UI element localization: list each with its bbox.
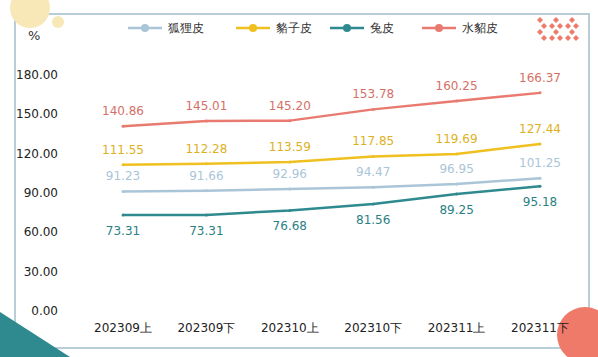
point	[455, 182, 458, 185]
point	[205, 119, 208, 122]
data-label: 113.59	[269, 140, 311, 154]
data-label: 96.95	[439, 162, 473, 176]
legend-marker	[249, 24, 257, 32]
decoration	[549, 35, 555, 41]
decoration	[541, 23, 547, 29]
decoration	[565, 23, 571, 29]
series-line	[123, 178, 540, 191]
data-label: 117.85	[352, 134, 394, 148]
legend-marker	[435, 24, 443, 32]
x-tick-label: 202309上	[94, 321, 152, 335]
data-label: 145.20	[269, 99, 311, 113]
decoration	[569, 17, 575, 23]
decoration	[10, 0, 50, 28]
point	[122, 213, 125, 216]
series-line	[123, 186, 540, 215]
decoration	[553, 29, 559, 35]
y-tick-label: 90.00	[24, 186, 58, 200]
data-label: 160.25	[436, 79, 478, 93]
point	[288, 119, 291, 122]
data-label: 119.69	[436, 132, 478, 146]
y-tick-label: 60.00	[24, 225, 58, 239]
data-label: 127.44	[519, 122, 561, 136]
x-tick-label: 202310下	[344, 321, 402, 335]
point	[372, 186, 375, 189]
data-label: 76.68	[273, 219, 307, 233]
y-tick-label: 30.00	[24, 265, 58, 279]
data-label: 73.31	[106, 224, 140, 238]
x-tick-label: 202309下	[177, 321, 235, 335]
decoration	[557, 23, 563, 29]
x-tick-label: 202311上	[428, 321, 486, 335]
decoration	[549, 23, 555, 29]
point	[372, 203, 375, 206]
data-label: 101.25	[519, 156, 561, 170]
legend-marker	[141, 24, 149, 32]
chart: % 0.00 30.00 60.00 90.00 120.00 150.00 180.00 20…	[0, 0, 598, 357]
y-tick-label: 120.00	[16, 147, 58, 161]
point	[539, 185, 542, 188]
data-label: 91.66	[189, 169, 223, 183]
legend-label: 貉子皮	[276, 21, 312, 35]
data-label: 112.28	[185, 142, 227, 156]
point	[122, 125, 125, 128]
data-label: 166.37	[519, 71, 561, 85]
data-label: 153.78	[352, 87, 394, 101]
point	[455, 153, 458, 156]
legend: 狐狸皮 貉子皮 兔皮 水貂皮	[128, 21, 498, 35]
data-label: 89.25	[439, 203, 473, 217]
decoration	[537, 17, 579, 41]
y-tick-label: 150.00	[16, 107, 58, 121]
legend-label: 兔皮	[370, 21, 394, 35]
series-line	[123, 93, 540, 126]
decoration	[537, 29, 543, 35]
decoration	[573, 35, 579, 41]
point	[539, 142, 542, 145]
x-tick-label: 202310上	[261, 321, 319, 335]
data-label: 91.23	[106, 169, 140, 183]
decoration	[573, 23, 579, 29]
point	[288, 188, 291, 191]
y-tick-label: 180.00	[16, 68, 58, 82]
legend-marker	[343, 24, 351, 32]
x-tick-label: 202311下	[511, 321, 569, 335]
data-label: 145.01	[185, 99, 227, 113]
point	[205, 213, 208, 216]
point	[288, 161, 291, 164]
decoration	[52, 16, 64, 28]
legend-label: 水貂皮	[462, 21, 498, 35]
decoration	[557, 35, 563, 41]
point	[205, 189, 208, 192]
point	[455, 99, 458, 102]
point	[455, 192, 458, 195]
decoration	[565, 35, 571, 41]
point	[372, 155, 375, 158]
frame	[15, 14, 589, 348]
y-tick-label: 0.00	[31, 304, 58, 318]
data-labels: 91.23 91.66 92.96 94.47 96.95 101.25 111.55 112…	[102, 71, 561, 238]
point	[288, 209, 291, 212]
data-label: 81.56	[356, 213, 390, 227]
data-label: 140.86	[102, 104, 144, 118]
point	[205, 162, 208, 165]
data-label: 94.47	[356, 165, 390, 179]
decoration	[553, 17, 559, 23]
point	[122, 163, 125, 166]
data-label: 92.96	[273, 167, 307, 181]
point	[539, 177, 542, 180]
decoration	[569, 29, 575, 35]
legend-label: 狐狸皮	[168, 21, 204, 35]
point	[539, 91, 542, 94]
point	[372, 108, 375, 111]
decoration	[541, 35, 547, 41]
plot-area	[122, 91, 542, 216]
data-label: 73.31	[189, 224, 223, 238]
decoration	[0, 312, 70, 357]
decoration	[537, 17, 543, 23]
y-axis-label: %	[28, 28, 40, 43]
data-label: 111.55	[102, 143, 144, 157]
data-label: 95.18	[523, 195, 557, 209]
point	[122, 190, 125, 193]
